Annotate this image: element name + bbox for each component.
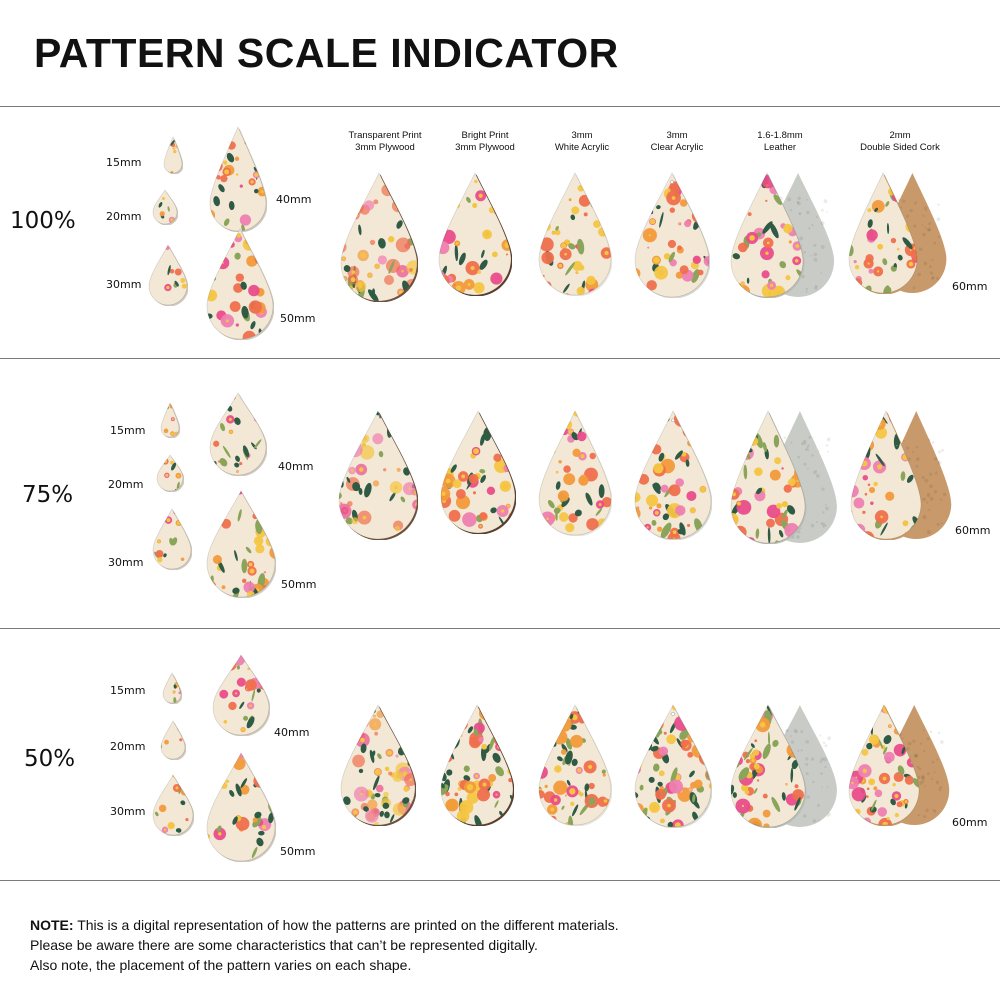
material-sample-1-icon (440, 410, 516, 534)
size-label-20mm: 20mm (110, 740, 146, 753)
column-header-leather: 1.6-1.8mm Leather (757, 130, 803, 153)
size-label-60mm: 60mm (952, 280, 988, 293)
scale-percentage: 75% (22, 482, 74, 508)
swatch-15mm-icon (162, 672, 182, 704)
swatch-30mm-icon (152, 774, 194, 836)
column-header-cork: 2mm Double Sided Cork (860, 130, 940, 153)
size-label-40mm: 40mm (278, 460, 314, 473)
scale-percentage: 100% (10, 208, 76, 234)
divider-top (0, 106, 1000, 107)
divider-2 (0, 628, 1000, 629)
size-label-15mm: 15mm (106, 156, 142, 169)
material-sample-2-icon (538, 410, 612, 536)
size-label-40mm: 40mm (274, 726, 310, 739)
material-sample-1-icon (440, 704, 514, 826)
material-sample-5-icon (848, 704, 950, 826)
material-sample-2-icon (538, 172, 612, 296)
column-header-white-acrylic: 3mm White Acrylic (554, 130, 610, 153)
swatch-50mm-icon (206, 752, 276, 862)
size-label-50mm: 50mm (280, 845, 316, 858)
size-label-20mm: 20mm (106, 210, 142, 223)
size-label-30mm: 30mm (110, 805, 146, 818)
page-title: PATTERN SCALE INDICATOR (34, 30, 619, 76)
swatch-30mm-icon (152, 508, 192, 570)
swatch-20mm-icon (160, 720, 186, 760)
swatch-15mm-icon (160, 402, 180, 438)
material-sample-4-icon (730, 410, 837, 544)
swatch-40mm-icon (209, 126, 267, 232)
material-sample-3-icon (634, 410, 712, 540)
divider-3 (0, 880, 1000, 881)
material-sample-4-icon (730, 172, 835, 298)
size-label-30mm: 30mm (106, 278, 142, 291)
scale-percentage: 50% (24, 746, 76, 772)
size-label-15mm: 15mm (110, 684, 146, 697)
column-header-bright-plywood: Bright Print 3mm Plywood (455, 130, 515, 153)
column-header-clear-acrylic: 3mm Clear Acrylic (650, 130, 704, 153)
material-sample-5-icon (848, 172, 947, 294)
swatch-50mm-icon (206, 490, 276, 598)
material-sample-0-icon (340, 172, 418, 302)
size-label-60mm: 60mm (952, 816, 988, 829)
material-sample-0-icon (340, 704, 416, 826)
material-sample-3-icon (634, 704, 712, 828)
material-sample-1-icon (438, 172, 512, 296)
swatch-30mm-icon (148, 244, 188, 306)
size-label-60mm: 60mm (955, 524, 991, 537)
section-75-percent: 75% 15mm 20mm 30mm 40mm 50mm 60mm (0, 358, 1000, 628)
divider-1 (0, 358, 1000, 359)
swatch-15mm-icon (163, 136, 183, 174)
swatch-40mm-icon (212, 654, 270, 736)
disclaimer-note: NOTE: This is a digital representation o… (30, 917, 619, 973)
material-sample-5-icon (850, 410, 952, 540)
size-label-30mm: 30mm (108, 556, 144, 569)
section-50-percent: 50% 15mm 20mm 30mm 40mm 50mm 60mm (0, 628, 1000, 880)
material-sample-4-icon (730, 704, 837, 828)
size-label-20mm: 20mm (108, 478, 144, 491)
material-sample-2-icon (538, 704, 612, 826)
swatch-50mm-icon (206, 228, 274, 340)
size-label-50mm: 50mm (281, 578, 317, 591)
section-100-percent: 100% 15mm 20mm 30mm 40mm 50mm 60mm (0, 106, 1000, 358)
material-sample-0-icon (338, 410, 418, 540)
size-label-40mm: 40mm (276, 193, 312, 206)
column-header-transparent-plywood: Transparent Print 3mm Plywood (348, 130, 422, 153)
swatch-20mm-icon (156, 454, 184, 492)
size-label-50mm: 50mm (280, 312, 316, 325)
swatch-40mm-icon (209, 392, 267, 476)
material-sample-3-icon (634, 172, 710, 298)
swatch-20mm-icon (152, 189, 178, 225)
size-label-15mm: 15mm (110, 424, 146, 437)
